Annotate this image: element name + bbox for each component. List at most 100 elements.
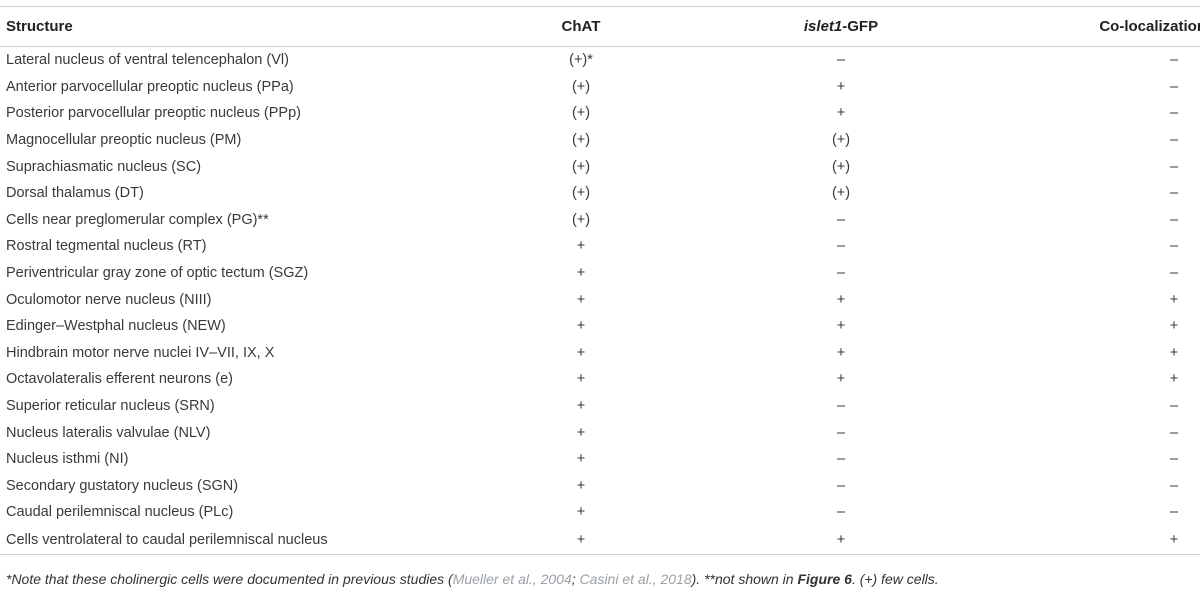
- cell-coloc: –: [1169, 504, 1179, 521]
- table-row: Dorsal thalamus (DT) (+) (+) –: [0, 180, 1200, 207]
- cell-structure: Periventricular gray zone of optic tectu…: [6, 265, 309, 282]
- table-row: Octavolateralis efferent neurons (e) + + +: [0, 366, 1200, 393]
- cell-chat: (+): [571, 158, 591, 175]
- cell-chat: +: [486, 525, 676, 555]
- cell-chat: +: [576, 398, 586, 415]
- citation-casini[interactable]: Casini et al., 2018: [579, 571, 692, 587]
- table-row: Superior reticular nucleus (SRN) + – –: [0, 393, 1200, 420]
- cell-structure: Caudal perilemniscal nucleus (PLc): [6, 504, 234, 521]
- header-structure: Structure: [0, 6, 486, 47]
- cell-coloc: –: [1169, 238, 1179, 255]
- table-body: Lateral nucleus of ventral telencephalon…: [0, 47, 1200, 555]
- cell-coloc: +: [1006, 525, 1200, 555]
- cell-chat: +: [576, 424, 586, 441]
- cell-chat: +: [576, 371, 586, 388]
- footnote-separator: ;: [571, 571, 580, 587]
- figure-reference[interactable]: Figure 6: [797, 571, 852, 587]
- footnote-text-1: *Note that these cholinergic cells were …: [6, 571, 453, 587]
- cell-islet: –: [836, 211, 846, 228]
- table-row: Nucleus isthmi (NI) + – –: [0, 446, 1200, 473]
- cell-structure: Oculomotor nerve nucleus (NIII): [6, 291, 212, 308]
- header-islet-rest: -GFP: [842, 18, 879, 35]
- cell-coloc: –: [1169, 451, 1179, 468]
- cell-coloc: +: [1169, 371, 1179, 388]
- cell-islet: +: [836, 105, 846, 122]
- table-row: Suprachiasmatic nucleus (SC) (+) (+) –: [0, 153, 1200, 180]
- cell-chat: +: [576, 477, 586, 494]
- cell-islet: +: [836, 291, 846, 308]
- cell-coloc: –: [1169, 185, 1179, 202]
- cell-islet: +: [676, 525, 1006, 555]
- cell-islet: (+): [831, 185, 851, 202]
- cell-coloc: –: [1169, 158, 1179, 175]
- table-row: Oculomotor nerve nucleus (NIII) + + +: [0, 286, 1200, 313]
- cell-islet: +: [836, 318, 846, 335]
- cell-coloc: +: [1169, 291, 1179, 308]
- table-row: Hindbrain motor nerve nuclei IV–VII, IX,…: [0, 340, 1200, 367]
- table-row: Rostral tegmental nucleus (RT) + – –: [0, 233, 1200, 260]
- footnote-text-3: . (+) few cells.: [851, 571, 939, 587]
- cell-islet: +: [836, 371, 846, 388]
- cell-coloc: +: [1169, 344, 1179, 361]
- cell-structure: Nucleus isthmi (NI): [6, 451, 129, 468]
- cell-islet: +: [836, 344, 846, 361]
- cell-structure: Lateral nucleus of ventral telencephalon…: [6, 52, 289, 69]
- cell-islet: –: [836, 477, 846, 494]
- cell-coloc: +: [1169, 318, 1179, 335]
- cell-coloc: –: [1169, 132, 1179, 149]
- cell-coloc: –: [1169, 398, 1179, 415]
- cell-structure: Secondary gustatory nucleus (SGN): [6, 477, 239, 494]
- cell-structure: Hindbrain motor nerve nuclei IV–VII, IX,…: [6, 344, 275, 361]
- cell-structure: Superior reticular nucleus (SRN): [6, 398, 215, 415]
- table-row: Secondary gustatory nucleus (SGN) + – –: [0, 473, 1200, 500]
- cell-chat: (+): [571, 211, 591, 228]
- table-row: Posterior parvocellular preoptic nucleus…: [0, 100, 1200, 127]
- cell-structure: Edinger–Westphal nucleus (NEW): [6, 318, 226, 335]
- cell-structure: Magnocellular preoptic nucleus (PM): [6, 132, 242, 149]
- table-row: Lateral nucleus of ventral telencephalon…: [0, 47, 1200, 74]
- table-row: Cells near preglomerular complex (PG)** (…: [0, 207, 1200, 234]
- cell-structure: Posterior parvocellular preoptic nucleus…: [6, 105, 301, 122]
- cell-coloc: –: [1169, 424, 1179, 441]
- header-islet: islet1-GFP: [676, 6, 1006, 47]
- cell-structure: Nucleus lateralis valvulae (NLV): [6, 424, 211, 441]
- cell-structure: Cells near preglomerular complex (PG)**: [6, 211, 269, 228]
- cell-chat: +: [576, 291, 586, 308]
- cell-chat: +: [576, 238, 586, 255]
- cell-coloc: –: [1169, 477, 1179, 494]
- table-row: Nucleus lateralis valvulae (NLV) + – –: [0, 419, 1200, 446]
- cell-coloc: –: [1169, 105, 1179, 122]
- cell-chat: +: [576, 265, 586, 282]
- cell-islet: +: [836, 78, 846, 95]
- header-row: Structure ChAT islet1-GFP Co-localizatio…: [0, 6, 1200, 47]
- header-islet-italic: islet1: [803, 18, 843, 35]
- cell-islet: –: [836, 238, 846, 255]
- cell-chat: (+): [571, 132, 591, 149]
- table-row: Caudal perilemniscal nucleus (PLc) + – –: [0, 499, 1200, 526]
- footnote-text-2: ). **not shown in: [691, 571, 798, 587]
- cell-coloc: –: [1169, 211, 1179, 228]
- cell-structure: Cells ventrolateral to caudal perilemnis…: [0, 525, 486, 555]
- cell-chat: +: [576, 344, 586, 361]
- cell-chat: (+): [571, 105, 591, 122]
- footnote: *Note that these cholinergic cells were …: [6, 571, 1196, 587]
- table-row: Periventricular gray zone of optic tectu…: [0, 260, 1200, 287]
- cell-structure: Suprachiasmatic nucleus (SC): [6, 158, 202, 175]
- cell-islet: –: [836, 504, 846, 521]
- table-row: Anterior parvocellular preoptic nucleus …: [0, 74, 1200, 101]
- cell-chat: (+): [571, 78, 591, 95]
- cell-islet: (+): [831, 132, 851, 149]
- cell-islet: (+): [831, 158, 851, 175]
- cell-islet: –: [836, 265, 846, 282]
- cell-structure: Anterior parvocellular preoptic nucleus …: [6, 78, 294, 95]
- cell-islet: –: [836, 451, 846, 468]
- citation-mueller[interactable]: Mueller et al., 2004: [452, 571, 572, 587]
- cell-chat: +: [576, 451, 586, 468]
- cell-chat: (+): [571, 185, 591, 202]
- table-row: Cells ventrolateral to caudal perilemnis…: [0, 525, 1200, 555]
- table-row: Magnocellular preoptic nucleus (PM) (+) (+…: [0, 127, 1200, 154]
- cell-coloc: –: [1169, 52, 1179, 69]
- cell-structure: Rostral tegmental nucleus (RT): [6, 238, 207, 255]
- header-coloc: Co-localization: [1006, 6, 1200, 47]
